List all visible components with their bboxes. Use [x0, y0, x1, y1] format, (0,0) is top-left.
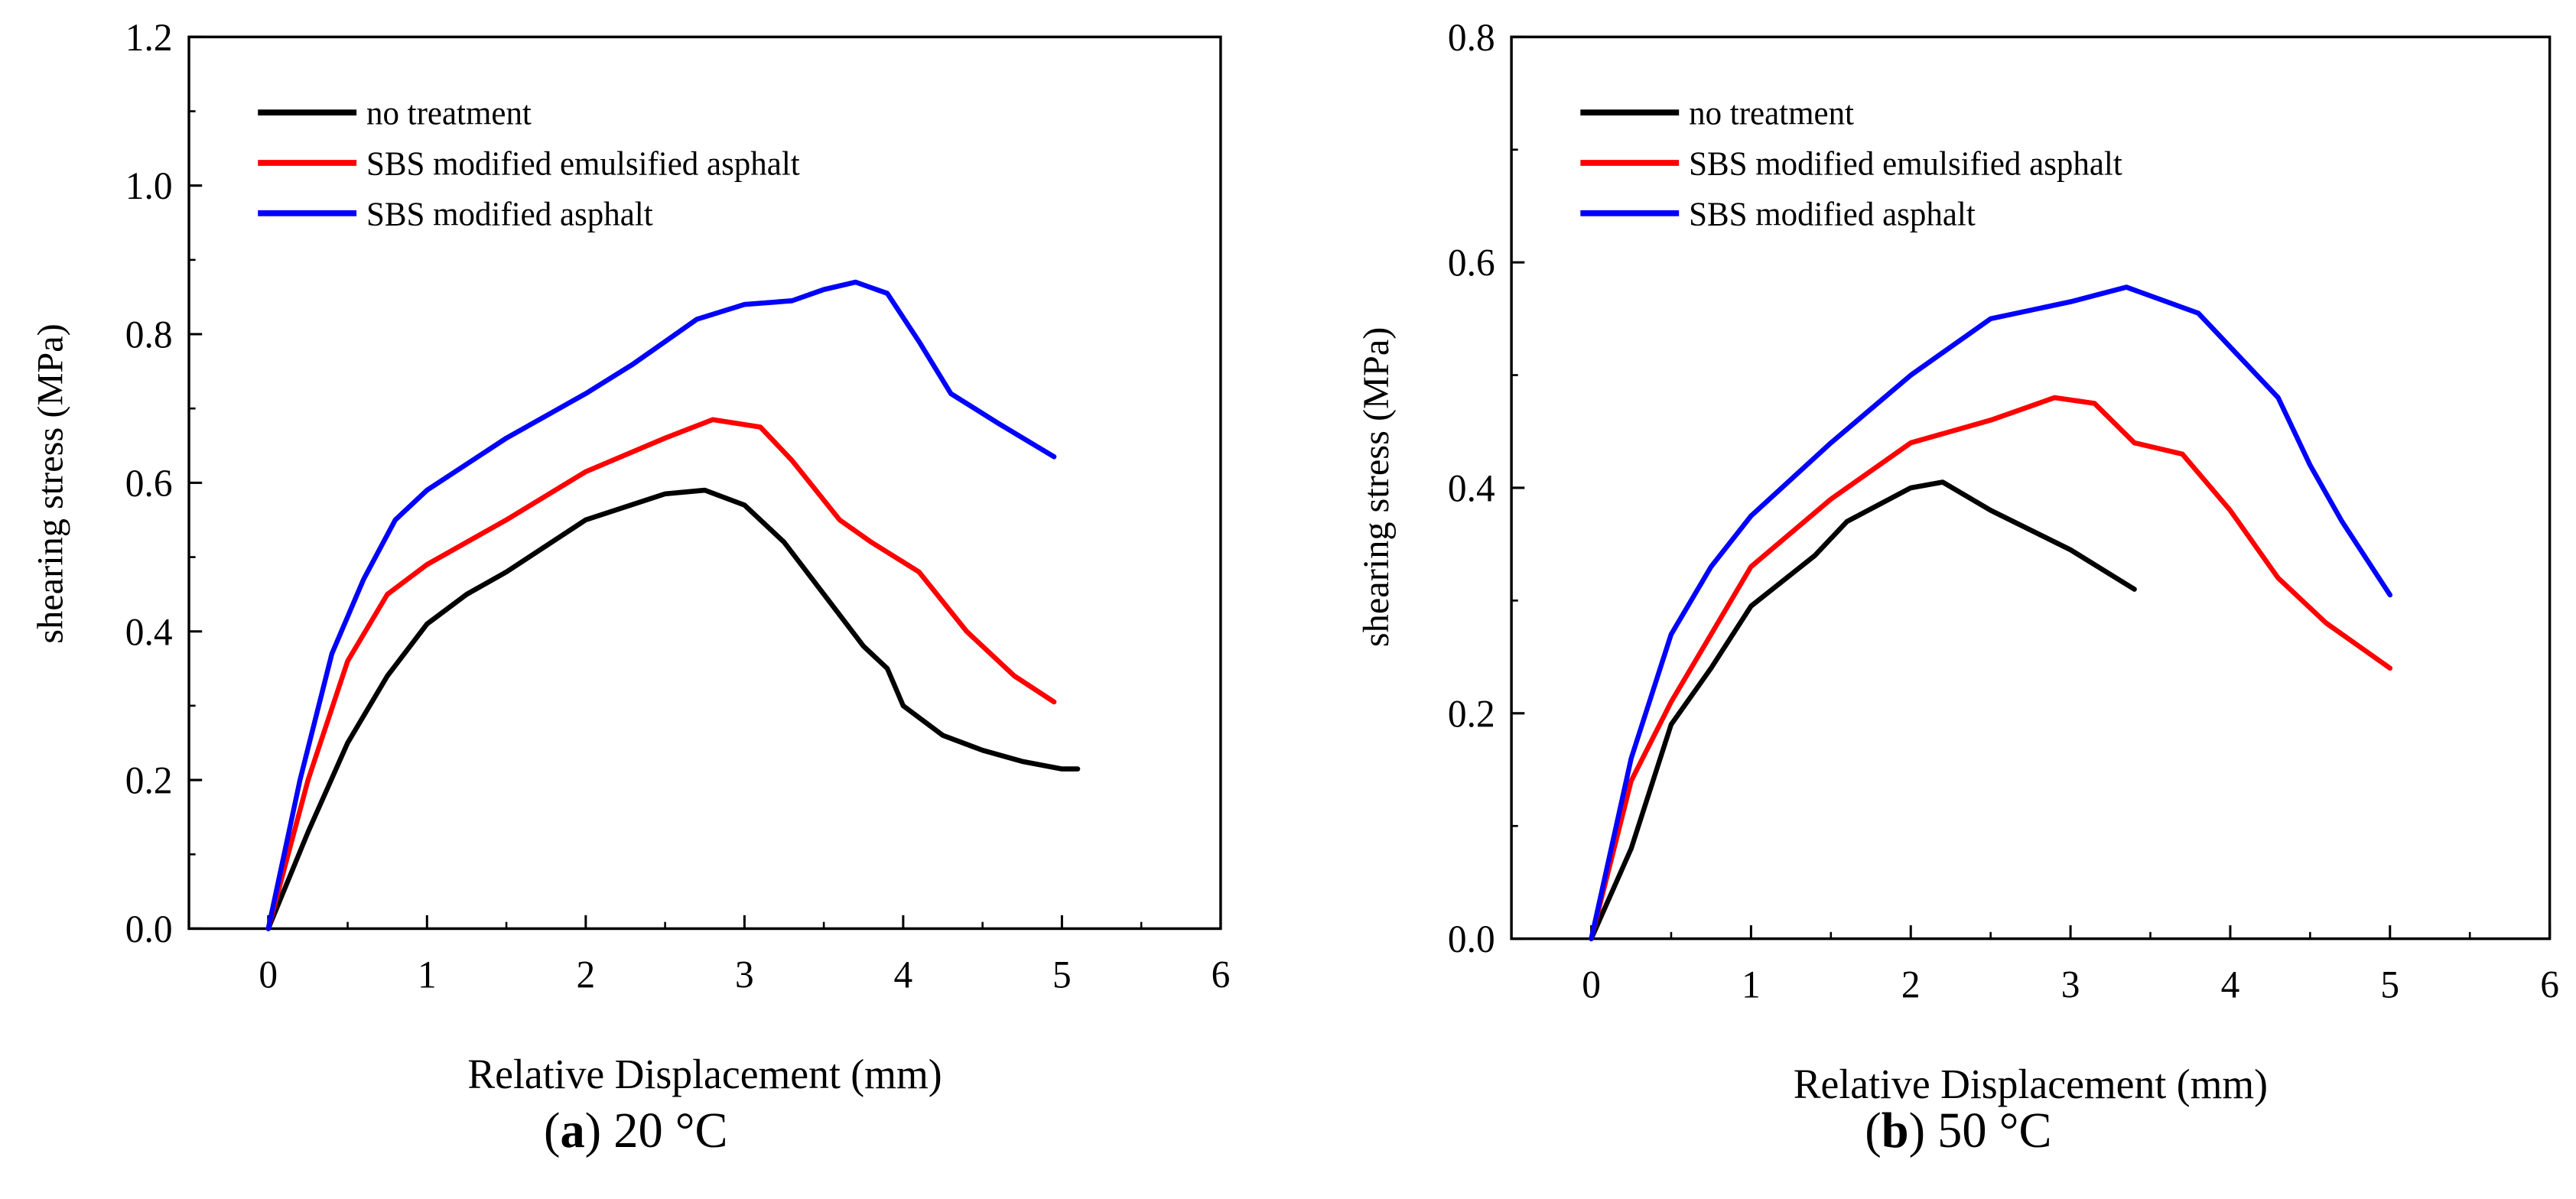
x-tick-label: 6: [2540, 963, 2559, 1006]
series-line-2: [265, 279, 1057, 931]
series-line-0: [265, 487, 1081, 931]
legend-label: no treatment: [366, 95, 532, 132]
x-tick-label: 1: [1742, 963, 1761, 1006]
x-tick-label: 2: [1901, 963, 1921, 1006]
x-tick-label: 0: [1582, 963, 1601, 1006]
legend-label: SBS modified emulsified asphalt: [366, 145, 800, 183]
legend-label: no treatment: [1689, 95, 1854, 132]
x-tick-label: 3: [735, 953, 754, 996]
y-tick-label: 0.2: [125, 759, 173, 802]
y-tick-label: 0.2: [1448, 692, 1495, 736]
caption-paren-open: (: [1865, 1103, 1881, 1158]
y-tick-label: 0.0: [1448, 918, 1495, 961]
x-tick-label: 0: [259, 953, 278, 996]
chart-panel-b: 0 1 2 3 4 5 6 0.0 0.2 0.4 0.6 0.8 Relative Displacem…: [1356, 15, 2558, 1158]
x-axis-title: Relative Displacement (mm): [467, 1051, 942, 1098]
x-tick-label: 2: [576, 953, 595, 996]
chart-panel-a: 0 1 2 3 4 5 6 0.0 0.2 0.4 0.6 0.8 1.0 1.2 Relative Dis…: [31, 15, 1230, 1158]
x-tick-label: 6: [1212, 953, 1231, 996]
panel-caption: (b) 50 °C: [1865, 1103, 2051, 1158]
panel-caption: (a) 20 °C: [544, 1103, 728, 1158]
y-axis-title: shearing stress (MPa): [31, 323, 70, 643]
y-tick-label: 0.4: [1448, 466, 1495, 510]
series-line-1: [265, 417, 1057, 931]
y-tick-label: 0.8: [1448, 15, 1495, 59]
y-tick-label: 1.0: [125, 164, 173, 208]
series-line-0: [1589, 479, 2137, 941]
y-tick-label: 1.2: [125, 15, 173, 59]
x-tick-label: 4: [2221, 963, 2240, 1006]
caption-panel-label: a: [560, 1103, 584, 1158]
x-tick-label: 5: [1052, 953, 1072, 996]
legend-label: SBS modified asphalt: [366, 196, 653, 233]
x-tick-label: 3: [2061, 963, 2080, 1006]
series-line-2: [1589, 284, 2393, 941]
y-tick-label: 0.8: [125, 313, 173, 356]
x-tick-label: 4: [894, 953, 913, 996]
series-line-1: [1589, 395, 2393, 941]
caption-text: 20 °C: [613, 1103, 727, 1158]
legend-label: SBS modified asphalt: [1689, 196, 1976, 233]
y-tick-label: 0.6: [1448, 241, 1495, 284]
y-tick-label: 0.4: [125, 610, 173, 654]
x-tick-label: 1: [418, 953, 437, 996]
x-tick-label: 5: [2380, 963, 2399, 1006]
caption-paren-open: (: [544, 1103, 560, 1158]
y-tick-label: 0.0: [125, 908, 173, 951]
x-axis-title: Relative Displacement (mm): [1794, 1061, 2268, 1108]
legend-label: SBS modified emulsified asphalt: [1689, 145, 2122, 183]
caption-panel-label: b: [1882, 1103, 1909, 1158]
caption-paren-close: ): [1909, 1103, 1938, 1158]
caption-paren-close: ): [585, 1103, 614, 1158]
caption-text: 50 °C: [1937, 1103, 2051, 1158]
y-axis-title: shearing stress (MPa): [1356, 327, 1396, 647]
y-tick-label: 0.6: [125, 461, 173, 505]
